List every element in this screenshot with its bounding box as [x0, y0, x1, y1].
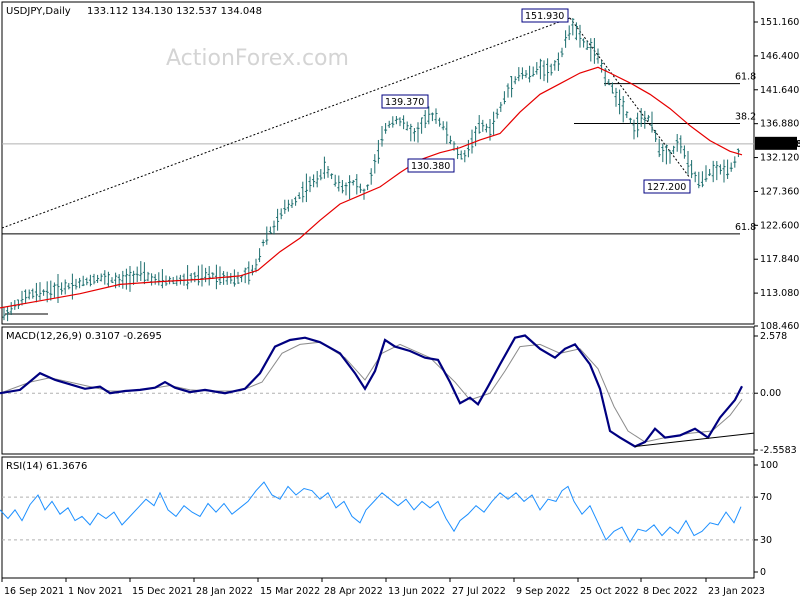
- rsi-title: RSI(14) 61.3676: [6, 461, 87, 472]
- rsi-plot: [0, 481, 754, 543]
- price-annotation-label: 130.380: [411, 161, 450, 172]
- x-axis-label: 8 Dec 2022: [643, 586, 698, 597]
- moving-average-line: [0, 66, 743, 309]
- macd-plot: [0, 334, 755, 448]
- price-annotation-box: [407, 158, 455, 173]
- price-axis-label: 127.360: [760, 186, 799, 197]
- dotted-trendline-down: [569, 17, 691, 179]
- ohlc-readout: 133.112 134.130 132.537 134.048: [87, 6, 262, 17]
- fib-level-label: 61.8: [735, 222, 756, 233]
- price-annotation-box: [381, 94, 429, 109]
- price-axis-label: 117.840: [760, 254, 799, 265]
- macd-line: [0, 334, 743, 448]
- rsi-axis-label: 30: [760, 535, 772, 546]
- x-axis-label: 16 Sep 2021: [4, 586, 64, 597]
- fib-level-label: 61.8: [735, 72, 756, 83]
- macd-title: MACD(12,26,9) 0.3107 -0.2695: [6, 331, 162, 342]
- x-axis-label: 28 Apr 2022: [324, 586, 383, 597]
- current-price-label: 134.048: [759, 139, 800, 150]
- price-plot: 61.8 38.2 61.8 151.930 139.370 130.380 127.200: [0, 8, 756, 322]
- macd-panel-frame: [1, 326, 755, 455]
- axes: 151.160 146.400 141.640 136.880 132.120 127.3…: [1, 17, 800, 597]
- price-annotation-box: [521, 8, 569, 23]
- fib-level-label: 38.2: [735, 112, 756, 123]
- price-axis-label: 146.400: [760, 51, 799, 62]
- price-axis-label: 122.600: [760, 220, 799, 231]
- rsi-panel-frame: [1, 456, 755, 579]
- x-axis-label: 23 Jan 2023: [708, 586, 765, 597]
- rsi-axis-label: 0: [760, 567, 766, 578]
- x-axis-label: 25 Oct 2022: [580, 586, 639, 597]
- macd-axis-label: 0.00: [760, 388, 781, 399]
- dotted-trendline: [1, 17, 571, 229]
- price-axis-label: 108.460: [760, 321, 799, 332]
- x-axis-label: 13 Jun 2022: [388, 586, 445, 597]
- price-annotation-label: 151.930: [525, 11, 564, 22]
- price-annotation-box: [643, 179, 691, 194]
- x-axis-label: 28 Jan 2022: [196, 586, 253, 597]
- x-axis-label: 27 Jul 2022: [452, 586, 506, 597]
- price-axis-label: 136.880: [760, 119, 799, 130]
- rsi-axis-label: 100: [760, 460, 778, 471]
- x-axis-label: 9 Sep 2022: [516, 586, 570, 597]
- x-axis-label: 15 Dec 2021: [132, 586, 193, 597]
- price-annotation-label: 139.370: [385, 97, 424, 108]
- rsi-axis-label: 70: [760, 492, 772, 503]
- macd-axis-label: 2.578: [760, 331, 787, 342]
- price-axis-label: 132.120: [760, 153, 799, 164]
- price-annotation-label: 127.200: [647, 182, 686, 193]
- price-panel-frame: [1, 1, 755, 325]
- macd-axis-label: -2.5583: [760, 445, 797, 456]
- price-chart-title: USDJPY,Daily: [6, 6, 71, 17]
- x-axis-label: 1 Nov 2021: [68, 586, 123, 597]
- price-axis-label: 151.160: [760, 17, 799, 28]
- current-price-tag: [755, 136, 797, 150]
- x-axis-label: 15 Mar 2022: [260, 586, 320, 597]
- rsi-line: [0, 481, 742, 543]
- price-axis-label: 113.080: [760, 288, 799, 299]
- macd-trendline: [634, 432, 755, 447]
- price-axis-label: 141.640: [760, 85, 799, 96]
- watermark-text: ActionForex.com: [166, 46, 349, 71]
